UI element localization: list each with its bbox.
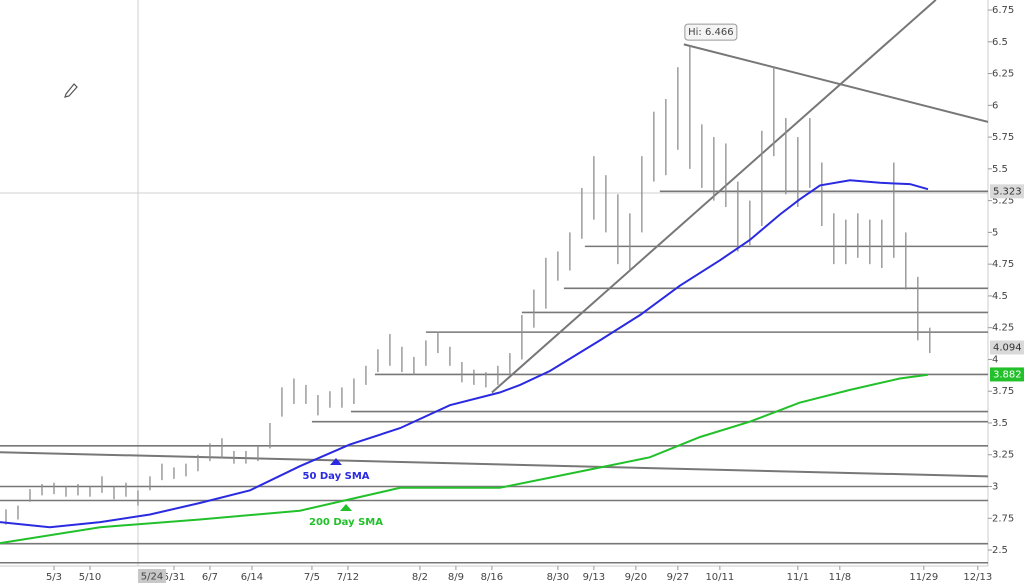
x-tick-label: 6/14: [241, 572, 263, 583]
sma-marker: [330, 458, 342, 465]
x-tick-label: 8/30: [547, 572, 569, 583]
y-tick-label: 6: [992, 100, 998, 111]
y-tick-label: 6.75: [992, 5, 1014, 16]
x-tick-label: 8/9: [448, 572, 464, 583]
crosshair-date-box: [137, 569, 166, 583]
trend-line: [0, 451, 988, 478]
price-label: 5.323: [993, 186, 1022, 197]
high-label-box: [684, 23, 738, 41]
x-tick-label: 8/16: [481, 572, 503, 583]
y-tick-label: 3.5: [992, 418, 1008, 429]
y-tick-label: 2.5: [992, 545, 1008, 556]
x-tick-label: 7/12: [337, 572, 359, 583]
y-tick-label: 3: [992, 482, 998, 493]
high-label: Hi: 6.466: [688, 27, 733, 38]
x-tick-label: 9/13: [583, 572, 605, 583]
pencil-icon[interactable]: [64, 83, 78, 98]
y-tick-label: 2.75: [992, 513, 1014, 524]
x-tick-label: 9/27: [667, 572, 689, 583]
y-tick-label: 4.25: [992, 323, 1014, 334]
y-tick-label: 6.5: [992, 37, 1008, 48]
y-tick-label: 4.5: [992, 291, 1008, 302]
x-tick-label: 8/2: [412, 572, 428, 583]
sma-line: [0, 373, 929, 545]
y-tick-label: 5.75: [992, 132, 1014, 143]
x-tick-label: 11/29: [909, 572, 938, 583]
x-tick-label: 10/11: [705, 572, 734, 583]
sma-line: [0, 179, 929, 529]
price-label-box: [990, 367, 1024, 382]
y-tick-label: 5.5: [992, 164, 1008, 175]
price-label: 3.882: [993, 369, 1022, 380]
price-label-box: [990, 184, 1024, 199]
x-tick-label: 5/31: [163, 572, 185, 583]
x-tick-label: 9/20: [625, 572, 647, 583]
y-tick-label: 3.75: [992, 386, 1014, 397]
y-tick-label: 4.75: [992, 259, 1014, 270]
sma-label: 200 Day SMA: [309, 517, 383, 528]
y-tick-label: 5: [992, 227, 998, 238]
trend-line: [683, 43, 988, 123]
x-tick-label: 12/13: [963, 572, 992, 583]
x-tick-label: 7/5: [304, 572, 320, 583]
y-tick-label: 3.25: [992, 450, 1014, 461]
x-tick-label: 11/8: [829, 572, 851, 583]
x-tick-label: 5/10: [79, 572, 101, 583]
sma-marker: [340, 504, 352, 511]
price-label: 4.094: [993, 343, 1022, 354]
x-tick-label: 5/3: [46, 572, 62, 583]
y-tick-label: 4: [992, 354, 998, 365]
y-tick-label: 6.25: [992, 69, 1014, 80]
crosshair-date: 5/24: [141, 572, 163, 583]
x-tick-label: 11/1: [787, 572, 809, 583]
x-tick-label: 6/7: [202, 572, 218, 583]
y-tick-label: 5.25: [992, 196, 1014, 207]
sma-label: 50 Day SMA: [302, 471, 369, 482]
price-label-box: [990, 340, 1024, 355]
